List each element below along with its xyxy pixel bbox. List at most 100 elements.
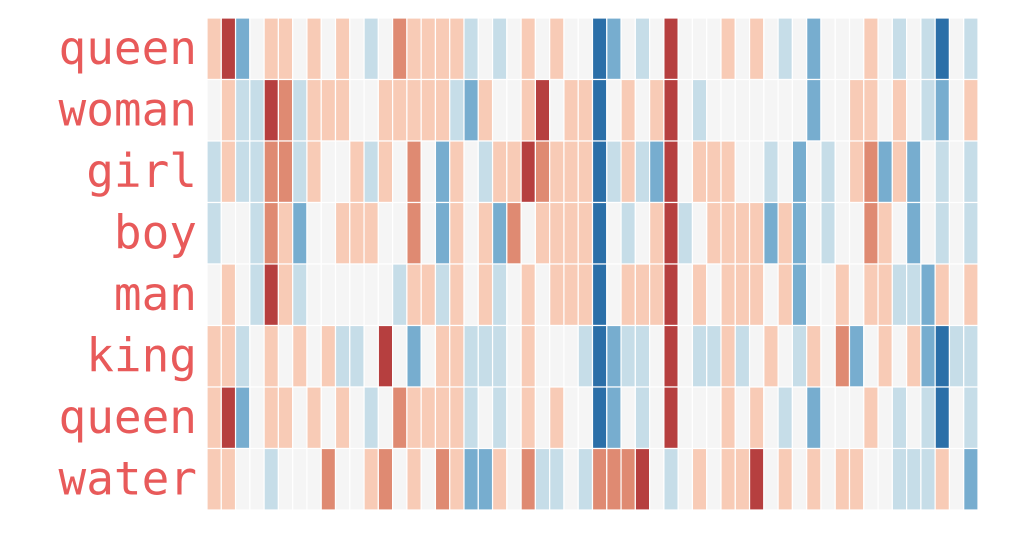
heatmap-cell <box>420 201 437 265</box>
heatmap-cell <box>434 263 451 327</box>
heatmap-cell <box>320 140 337 204</box>
heatmap-cell <box>806 447 822 511</box>
heatmap-cell <box>563 140 579 204</box>
heatmap-cell <box>449 386 465 450</box>
heatmap-cell <box>277 324 294 388</box>
heatmap-cell <box>848 17 865 81</box>
heatmap-cell <box>520 201 536 265</box>
heatmap-cell <box>748 447 765 511</box>
heatmap-cell <box>863 140 879 204</box>
row-label-queen: queen <box>59 390 197 444</box>
heatmap-cell <box>877 324 893 388</box>
heatmap-cell <box>777 386 793 450</box>
heatmap-cell <box>434 78 451 142</box>
heatmap-cell <box>491 140 508 204</box>
heatmap-cell <box>948 324 965 388</box>
heatmap-cell <box>420 447 437 511</box>
heatmap-cell <box>563 386 579 450</box>
heatmap-cell <box>277 263 294 327</box>
heatmap-cell <box>349 263 365 327</box>
heatmap-cell <box>406 17 422 81</box>
heatmap-cell <box>406 263 422 327</box>
heatmap-cell <box>349 324 365 388</box>
heatmap-cell <box>220 263 237 327</box>
heatmap-cell <box>249 17 265 81</box>
heatmap-cell <box>249 78 265 142</box>
heatmap-cell <box>277 201 294 265</box>
heatmap-cell <box>506 78 522 142</box>
heatmap-cell <box>534 447 551 511</box>
heatmap-cell <box>534 324 551 388</box>
heatmap-cell <box>520 17 536 81</box>
heatmap-cell <box>906 447 922 511</box>
heatmap-cell <box>720 447 736 511</box>
heatmap-cell <box>577 17 594 81</box>
heatmap-cell <box>620 386 636 450</box>
heatmap-cell <box>563 447 579 511</box>
heatmap-cell <box>577 78 594 142</box>
heatmap-cell <box>720 324 736 388</box>
heatmap-cell <box>206 78 222 142</box>
heatmap-cell <box>634 324 651 388</box>
heatmap-cell <box>363 263 379 327</box>
heatmap-cell <box>834 140 851 204</box>
heatmap-cell <box>820 447 836 511</box>
heatmap-cell <box>806 386 822 450</box>
heatmap-cell <box>677 324 694 388</box>
heatmap-cell <box>791 78 808 142</box>
heatmap-cell <box>477 447 494 511</box>
heatmap-cell <box>577 447 594 511</box>
heatmap-cell <box>263 17 279 81</box>
heatmap-cell <box>434 447 451 511</box>
heatmap-cell <box>820 324 836 388</box>
heatmap-cell <box>220 17 237 81</box>
heatmap-cell <box>334 386 351 450</box>
heatmap-cell <box>591 78 608 142</box>
row-label-king: king <box>86 328 197 382</box>
heatmap-cells <box>206 17 979 511</box>
heatmap-cell <box>920 201 936 265</box>
heatmap-cell <box>449 263 465 327</box>
heatmap-cell <box>649 263 665 327</box>
heatmap-cell <box>463 17 479 81</box>
heatmap-cell <box>649 324 665 388</box>
heatmap-cell <box>677 140 694 204</box>
heatmap-cell <box>306 386 322 450</box>
heatmap-cell <box>649 140 665 204</box>
heatmap-cell <box>263 263 279 327</box>
heatmap-cell <box>349 447 365 511</box>
heatmap-cell <box>820 17 836 81</box>
heatmap-cell <box>891 263 908 327</box>
heatmap-cell <box>791 263 808 327</box>
heatmap-cell <box>834 386 851 450</box>
heatmap-cell <box>691 78 708 142</box>
heatmap-cell <box>820 140 836 204</box>
heatmap-cell <box>292 447 308 511</box>
heatmap-cell <box>349 140 365 204</box>
heatmap-cell <box>848 447 865 511</box>
heatmap-cell <box>220 201 237 265</box>
heatmap-cell <box>506 263 522 327</box>
heatmap-cell <box>863 201 879 265</box>
heatmap-cell <box>563 263 579 327</box>
heatmap-cell <box>877 78 893 142</box>
heatmap-cell <box>934 78 951 142</box>
heatmap-cell <box>777 324 793 388</box>
heatmap-cell <box>906 201 922 265</box>
heatmap-cell <box>363 78 379 142</box>
heatmap-cell <box>591 17 608 81</box>
heatmap-cell <box>734 201 751 265</box>
heatmap-cell <box>863 386 879 450</box>
heatmap-cell <box>677 386 694 450</box>
heatmap-cell <box>491 78 508 142</box>
heatmap-cell <box>963 17 979 81</box>
heatmap-cell <box>491 386 508 450</box>
heatmap-cell <box>320 447 337 511</box>
heatmap-cell <box>620 447 636 511</box>
heatmap-cell <box>577 140 594 204</box>
heatmap-cell <box>263 201 279 265</box>
heatmap-cell <box>920 447 936 511</box>
heatmap-cell <box>777 78 793 142</box>
heatmap-cell <box>806 17 822 81</box>
heatmap-cell <box>791 201 808 265</box>
